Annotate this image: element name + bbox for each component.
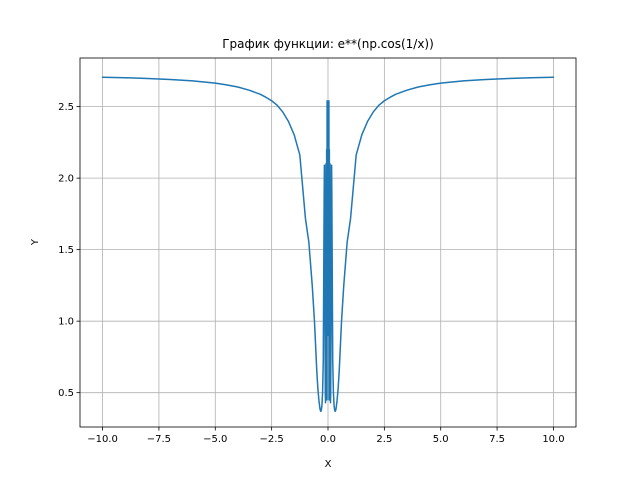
series-layer	[101, 76, 555, 413]
x-tick-label: −2.5	[259, 434, 283, 445]
y-tick-label: 2.0	[58, 174, 74, 185]
x-tick-label: 5.0	[433, 434, 449, 445]
ticks: −10.0 −7.5 −5.0 −2.5 0.0 2.5 5.0 7.5 10.0 0.5 1.0 1…	[58, 102, 564, 445]
series-line	[101, 76, 555, 413]
x-tick-label: −5.0	[203, 434, 227, 445]
y-tick-label: 1.0	[58, 317, 74, 328]
x-tick-label: 10.0	[542, 434, 564, 445]
x-tick-label: −10.0	[87, 434, 118, 445]
y-tick-label: 1.5	[58, 245, 74, 256]
x-tick-label: 2.5	[376, 434, 392, 445]
x-tick-label: 7.5	[489, 434, 505, 445]
x-axis-label: X	[325, 459, 332, 470]
y-tick-label: 2.5	[58, 102, 74, 113]
x-tick-label: 0.0	[320, 434, 336, 445]
y-axis-label: Y	[30, 238, 41, 246]
y-tick-label: 0.5	[58, 388, 74, 399]
x-tick-label: −7.5	[147, 434, 171, 445]
chart-title: График функции: e**(np.cos(1/x))	[222, 37, 434, 51]
